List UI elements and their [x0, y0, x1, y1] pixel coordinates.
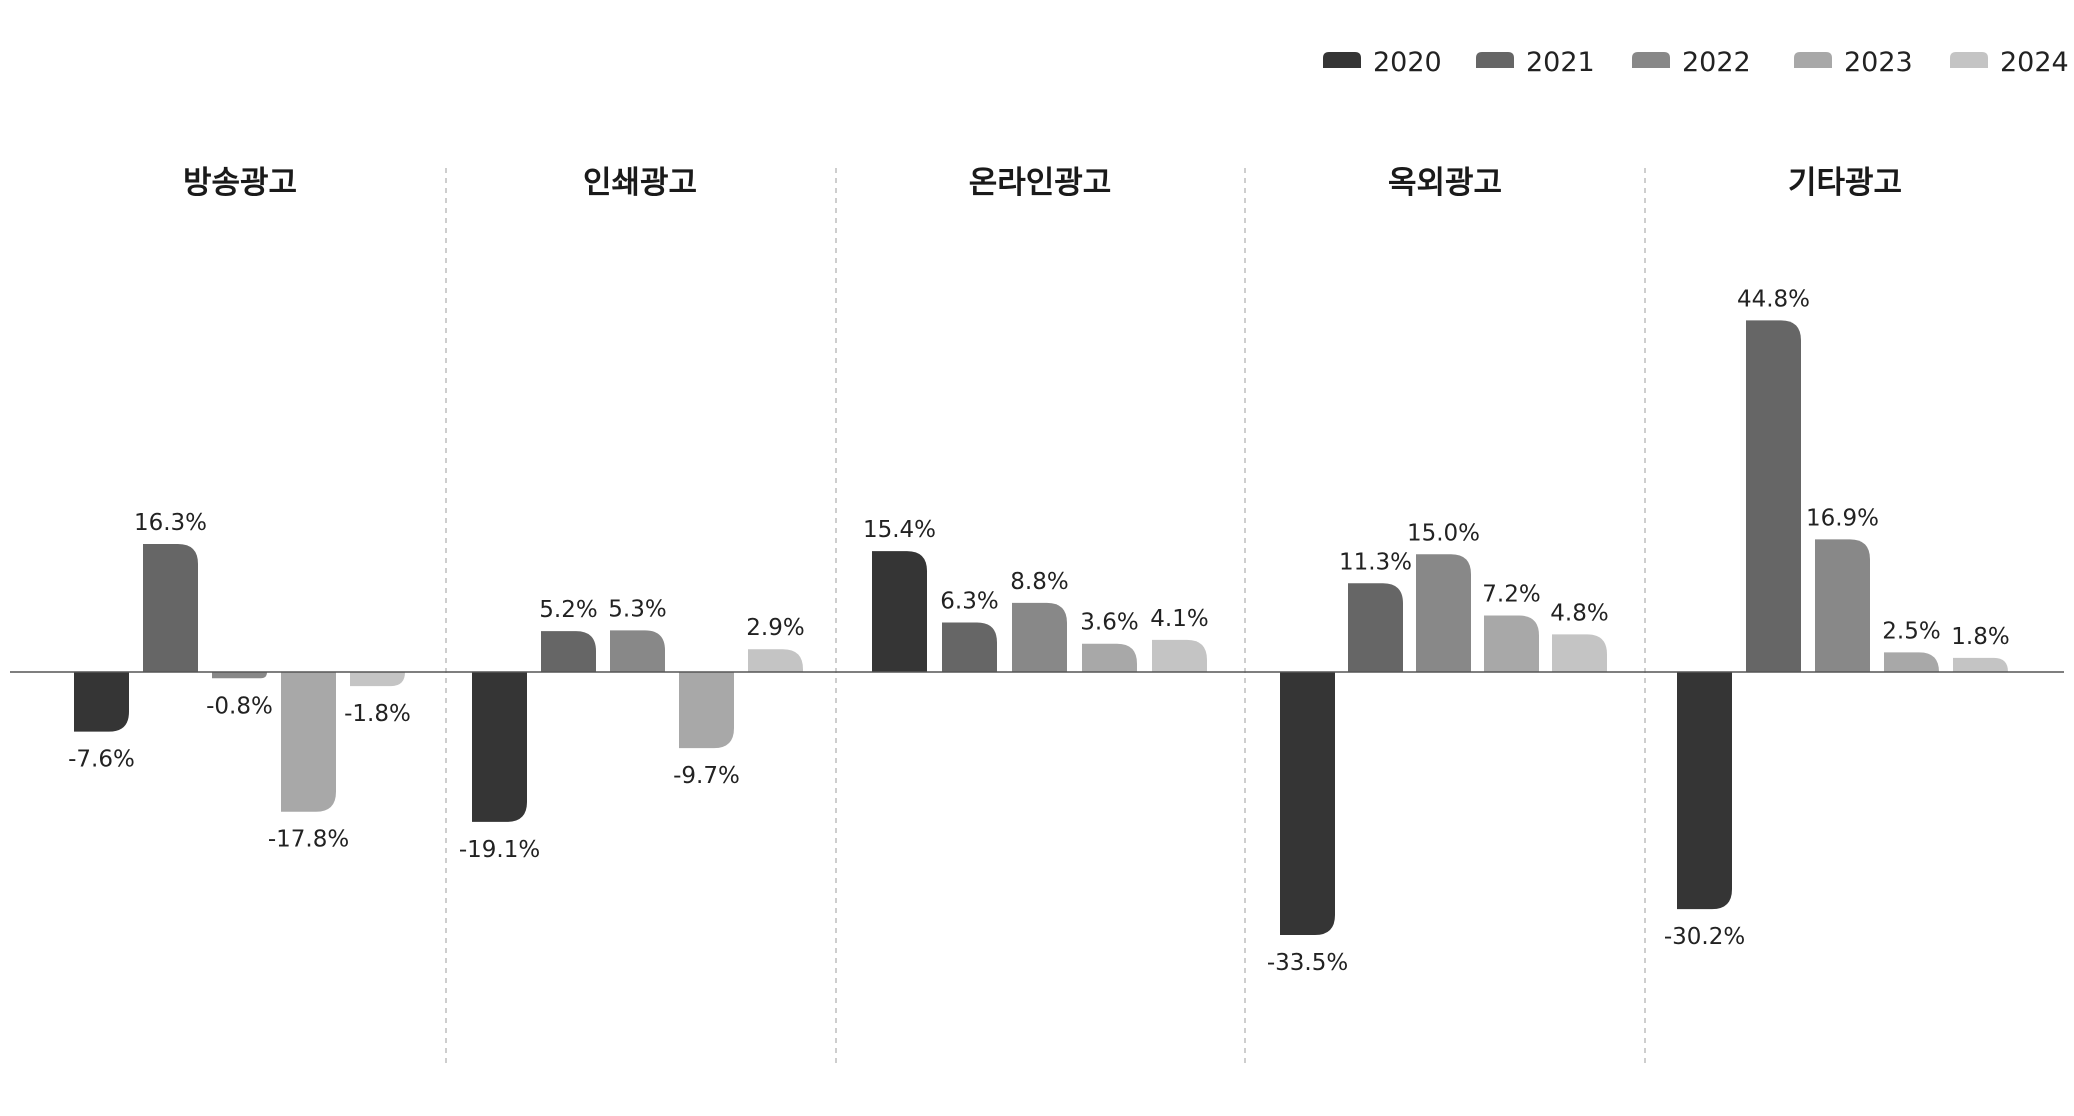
- bar-2020-3: [1280, 672, 1335, 935]
- data-label-2020-1: -19.1%: [459, 837, 540, 863]
- bar-2022-3: [1416, 554, 1471, 672]
- bar-2023-0: [281, 672, 336, 812]
- group-title: 방송광고: [183, 165, 297, 201]
- data-label-2024-2: 4.1%: [1150, 606, 1208, 632]
- data-label-2024-4: 1.8%: [1951, 624, 2009, 650]
- data-label-2022-1: 5.3%: [608, 596, 666, 622]
- bar-2021-3: [1348, 583, 1403, 672]
- data-label-2020-2: 15.4%: [863, 517, 936, 543]
- data-label-2022-0: -0.8%: [206, 693, 273, 719]
- data-label-2021-2: 6.3%: [940, 589, 998, 615]
- data-label-2021-3: 11.3%: [1339, 549, 1412, 575]
- value-labels: -7.6% 16.3% -0.8% -17.8% -1.8% -19.1% 5.2% 5.3%…: [68, 286, 2010, 976]
- data-label-2021-0: 16.3%: [134, 510, 207, 536]
- data-label-2021-4: 44.8%: [1737, 286, 1810, 312]
- legend-label-2021: 2021: [1526, 47, 1595, 78]
- group-title: 기타광고: [1788, 165, 1902, 201]
- bar-2021-0: [143, 544, 198, 672]
- data-label-2023-0: -17.8%: [268, 827, 349, 853]
- group-separators: [445, 168, 1646, 1068]
- bar-2022-0: [212, 672, 267, 679]
- data-label-2024-3: 4.8%: [1550, 600, 1608, 626]
- legend-label-2022: 2022: [1682, 47, 1751, 78]
- bar-2022-1: [610, 630, 665, 672]
- legend-swatch-2023: [1794, 52, 1832, 68]
- bar-2021-1: [541, 631, 596, 672]
- data-label-2023-3: 7.2%: [1482, 581, 1540, 607]
- chart-legend: 2020 2021 2022 2023 2024: [1323, 47, 2069, 78]
- legend-swatch-2020: [1323, 52, 1361, 68]
- bars: [74, 320, 2008, 935]
- legend-label-2023: 2023: [1844, 47, 1913, 78]
- bar-2020-2: [872, 551, 927, 672]
- bar-2024-1: [748, 649, 803, 672]
- bar-2022-4: [1815, 539, 1870, 672]
- bar-2024-3: [1552, 634, 1607, 672]
- data-label-2020-4: -30.2%: [1664, 924, 1745, 950]
- bar-2023-2: [1082, 643, 1137, 672]
- data-label-2021-1: 5.2%: [539, 597, 597, 623]
- bar-2024-0: [350, 672, 405, 687]
- data-label-2023-4: 2.5%: [1882, 618, 1940, 644]
- group-title: 인쇄광고: [583, 165, 697, 201]
- data-label-2023-1: -9.7%: [673, 763, 740, 789]
- group-title: 옥외광고: [1388, 165, 1502, 201]
- bar-2023-3: [1484, 615, 1539, 672]
- bar-2020-0: [74, 672, 129, 732]
- data-label-2020-3: -33.5%: [1267, 950, 1348, 976]
- legend-swatch-2022: [1632, 52, 1670, 68]
- bar-2020-1: [472, 672, 527, 822]
- bar-2020-4: [1677, 672, 1732, 910]
- bar-2023-4: [1884, 652, 1939, 672]
- data-label-2022-3: 15.0%: [1407, 520, 1480, 546]
- bar-2022-2: [1012, 602, 1067, 672]
- bar-2024-4: [1953, 657, 2008, 672]
- data-label-2024-0: -1.8%: [344, 701, 411, 727]
- data-label-2022-4: 16.9%: [1806, 505, 1879, 531]
- group-titles: 방송광고 인쇄광고 온라인광고 옥외광고 기타광고: [183, 165, 1902, 201]
- group-title: 온라인광고: [969, 165, 1112, 201]
- bar-2021-4: [1746, 320, 1801, 672]
- bar-2023-1: [679, 672, 734, 749]
- legend-swatch-2021: [1476, 52, 1514, 68]
- data-label-2023-2: 3.6%: [1080, 610, 1138, 636]
- bar-2021-2: [942, 622, 997, 672]
- data-label-2020-0: -7.6%: [68, 747, 135, 773]
- data-label-2024-1: 2.9%: [746, 615, 804, 641]
- legend-label-2020: 2020: [1373, 47, 1442, 78]
- bar-2024-2: [1152, 639, 1207, 672]
- legend-swatch-2024: [1950, 52, 1988, 68]
- data-label-2022-2: 8.8%: [1010, 569, 1068, 595]
- legend-label-2024: 2024: [2000, 47, 2069, 78]
